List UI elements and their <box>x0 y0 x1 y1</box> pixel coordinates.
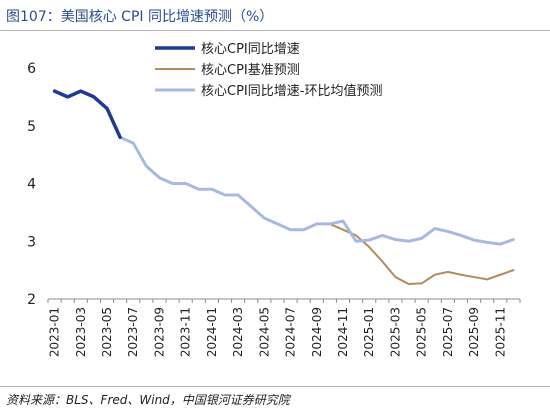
x-tick-label: 2024-03 <box>231 307 245 357</box>
series-line-0 <box>52 89 122 140</box>
x-tick-label: 2025-09 <box>467 307 481 357</box>
y-tick-label: 5 <box>27 119 36 135</box>
y-tick-label: 4 <box>27 177 36 193</box>
x-tick-label: 2024-11 <box>336 307 350 357</box>
x-axis: 2023-01 2023-03 2023-05 2023-07 2023-09 2023-… <box>47 298 521 357</box>
series-line-2 <box>118 135 515 246</box>
x-tick-label: 2023-01 <box>48 307 62 357</box>
x-tick-label: 2024-05 <box>257 307 271 357</box>
x-tick-label: 2023-09 <box>152 307 166 357</box>
x-tick-label: 2025-05 <box>415 307 429 357</box>
x-tick-label: 2024-07 <box>284 307 298 357</box>
legend-label-1: 核心CPI基准预测 <box>201 63 300 78</box>
x-tick-label: 2023-05 <box>100 307 114 357</box>
x-tick-label: 2025-03 <box>388 307 402 357</box>
y-tick-label: 2 <box>27 292 36 308</box>
x-tick-label: 2025-07 <box>441 307 455 357</box>
footer-divider <box>0 386 550 387</box>
plot-lines <box>52 89 515 285</box>
legend-label-2: 核心CPI同比增速-环比均值预测 <box>201 83 382 99</box>
y-axis: 2 3 4 5 6 <box>27 61 36 308</box>
x-tick-label: 2025-11 <box>493 307 507 357</box>
x-tick-label: 2023-11 <box>179 307 193 357</box>
title-bar: 图107：美国核心 CPI 同比增速预测（%） <box>0 0 550 31</box>
chart-title: 图107：美国核心 CPI 同比增速预测（%） <box>6 9 274 25</box>
x-tick-label: 2025-01 <box>362 307 376 357</box>
x-tick-label: 2023-07 <box>126 307 140 357</box>
x-tick-label: 2024-09 <box>310 307 324 357</box>
source-note: 资料来源：BLS、Fred、Wind，中国银河证券研究院 <box>6 393 290 407</box>
y-tick-label: 3 <box>27 234 36 250</box>
series-line-1 <box>328 222 515 285</box>
x-tick-label: 2023-03 <box>74 307 88 357</box>
y-tick-label: 6 <box>27 61 36 77</box>
x-tick-label: 2024-01 <box>205 307 219 357</box>
legend-label-0: 核心CPI同比增速 <box>201 42 300 57</box>
